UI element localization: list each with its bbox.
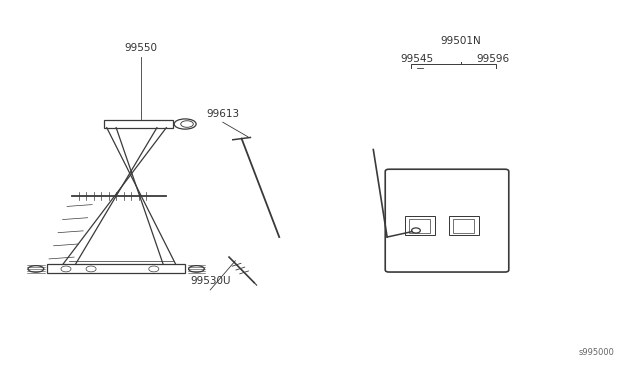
- Text: s995000: s995000: [579, 348, 615, 357]
- Bar: [47, 264, 185, 273]
- Text: 99550: 99550: [125, 43, 157, 53]
- Bar: [104, 121, 173, 128]
- Text: 99501N: 99501N: [441, 36, 481, 46]
- Text: 99545: 99545: [401, 54, 434, 64]
- Bar: [453, 219, 474, 233]
- Text: 99530U: 99530U: [190, 276, 230, 286]
- Bar: [449, 216, 479, 235]
- Text: 99596: 99596: [476, 54, 509, 64]
- Text: 99613: 99613: [206, 109, 239, 119]
- Bar: [409, 219, 430, 233]
- Bar: [404, 216, 435, 235]
